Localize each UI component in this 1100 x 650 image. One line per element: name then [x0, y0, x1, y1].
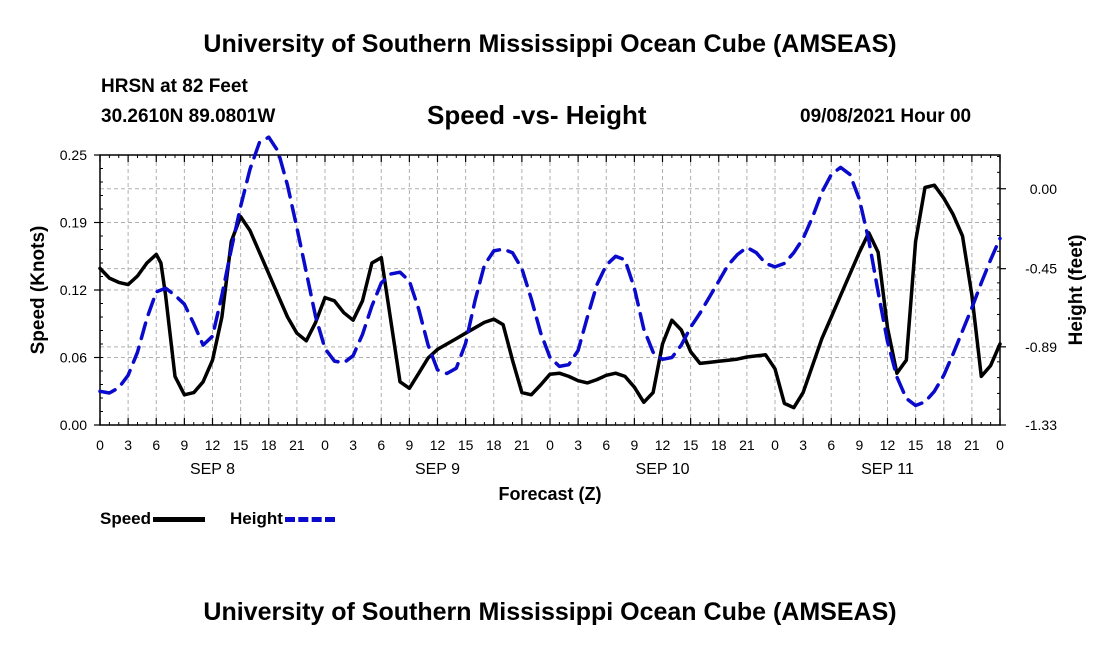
x-tick-label: 12	[655, 437, 671, 453]
speed-series-line	[98, 183, 1002, 410]
x-tick-label: 21	[964, 437, 980, 453]
series-lines	[98, 135, 1002, 410]
chart-title: University of Southern Mississippi Ocean…	[203, 30, 897, 58]
x-tick-label: 9	[855, 437, 863, 453]
x-tick-label: 9	[180, 437, 188, 453]
legend-height: Height	[230, 509, 335, 529]
y-left-tick-label: 0.00	[60, 417, 87, 433]
legend-speed-swatch	[153, 516, 206, 522]
day-label: SEP 8	[190, 461, 235, 478]
x-tick-label: 3	[124, 437, 132, 453]
y-left-axis-title: Speed (Knots)	[28, 226, 49, 355]
x-tick-label: 12	[205, 437, 221, 453]
x-axis-title: Forecast (Z)	[498, 484, 601, 504]
x-tick-label: 21	[289, 437, 305, 453]
x-tick-label: 15	[683, 437, 699, 453]
y-right-tick-label: -0.45	[1025, 261, 1057, 277]
x-tick-label: 9	[405, 437, 413, 453]
x-tick-label: 18	[261, 437, 277, 453]
y-right-tick-label: 0.00	[1030, 181, 1057, 197]
legend-speed-label: Speed	[100, 509, 152, 528]
y-left-tick-label: 0.19	[60, 215, 87, 231]
x-tick-label: 9	[630, 437, 638, 453]
legend-speed: Speed	[100, 509, 206, 529]
x-tick-label: 12	[880, 437, 896, 453]
day-label: SEP 9	[415, 461, 460, 478]
forecast-datetime: 09/08/2021 Hour 00	[800, 106, 972, 127]
x-tick-label: 3	[574, 437, 582, 453]
legend-height-label: Height	[230, 509, 283, 528]
x-tick-label: 0	[96, 437, 104, 453]
x-tick-label: 3	[349, 437, 357, 453]
y-right-axis-title: Height (feet)	[1066, 235, 1087, 346]
y-right-tick-label: -0.89	[1025, 339, 1057, 355]
axis-labels: 0 3 6 9 12 15 18 21 0 3 6 9 12 15 18 21 0 3 6 9 12 15 18 21 0 3 6 9…	[28, 147, 1087, 504]
x-tick-label: 18	[711, 437, 727, 453]
y-left-tick-label: 0.06	[60, 350, 87, 366]
x-tick-label: 6	[377, 437, 385, 453]
x-tick-label: 12	[430, 437, 446, 453]
grid-lines	[100, 155, 1000, 425]
x-tick-label: 21	[514, 437, 530, 453]
x-tick-label: 15	[233, 437, 249, 453]
coordinates-label: 30.2610N 89.0801W	[101, 106, 276, 127]
x-tick-label: 6	[827, 437, 835, 453]
x-tick-label: 0	[771, 437, 779, 453]
x-tick-label: 0	[546, 437, 554, 453]
x-tick-label: 3	[799, 437, 807, 453]
axis-ticks	[94, 154, 1006, 426]
x-tick-label: 0	[321, 437, 329, 453]
footer-title: University of Southern Mississippi Ocean…	[203, 598, 897, 626]
x-tick-label: 6	[152, 437, 160, 453]
y-left-tick-label: 0.25	[60, 147, 87, 163]
y-right-tick-label: -1.33	[1025, 417, 1057, 433]
legend-height-swatch	[284, 516, 335, 522]
x-tick-label: 21	[739, 437, 755, 453]
day-label: SEP 11	[861, 461, 914, 478]
x-tick-label: 18	[936, 437, 952, 453]
chart-subtitle: Speed -vs- Height	[427, 100, 647, 130]
height-series-line	[98, 135, 1002, 408]
station-label: HRSN at 82 Feet	[101, 76, 248, 97]
y-left-tick-label: 0.12	[60, 282, 87, 298]
day-label: SEP 10	[636, 461, 690, 478]
x-tick-label: 15	[458, 437, 474, 453]
x-tick-label: 15	[908, 437, 924, 453]
x-tick-label: 0	[996, 437, 1004, 453]
x-tick-label: 6	[602, 437, 610, 453]
x-tick-label: 18	[486, 437, 502, 453]
